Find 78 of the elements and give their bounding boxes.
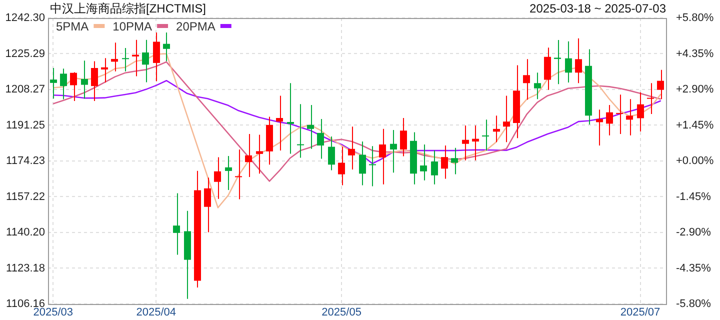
y2-tick-label: +2.90% xyxy=(676,84,714,96)
candlestick xyxy=(606,104,613,136)
candlestick xyxy=(307,104,314,150)
candlestick xyxy=(596,109,603,146)
y-tick-label: 1208.27 xyxy=(5,84,45,96)
candlestick xyxy=(287,82,294,154)
candlestick xyxy=(111,42,118,72)
candlestick xyxy=(297,104,304,158)
candlestick xyxy=(637,92,644,132)
candlestick xyxy=(60,68,67,100)
candlestick xyxy=(348,126,355,170)
x-tick-label: 2025/07 xyxy=(620,306,660,319)
y2-tick-label: +5.80% xyxy=(676,12,714,24)
y-tick-label: 1123.18 xyxy=(6,262,45,274)
candlestick xyxy=(70,72,77,102)
candlestick xyxy=(575,38,582,84)
candlestick xyxy=(276,95,283,152)
candlestick xyxy=(420,144,427,181)
candlestick xyxy=(153,32,160,82)
y-tick-label: 1225.29 xyxy=(5,48,45,60)
y2-tick-label: +4.35% xyxy=(676,48,714,60)
x-tick-label: 2025/04 xyxy=(136,306,176,319)
chart-title: 中汉上海商品综指[ZHCTMIS] xyxy=(50,1,206,16)
candlestick xyxy=(431,150,438,185)
y-tick-label: 1140.20 xyxy=(6,226,45,239)
candlestick xyxy=(523,58,530,100)
y-tick-label: 1174.23 xyxy=(6,155,45,168)
y2-tick-label: -5.80% xyxy=(676,298,712,310)
candlestick xyxy=(317,118,324,160)
candlestick xyxy=(369,146,376,187)
candlestick xyxy=(225,156,232,191)
candlestick xyxy=(554,40,561,85)
candlestick xyxy=(441,145,448,180)
candlestick xyxy=(390,129,397,174)
candlestick xyxy=(472,125,479,161)
candlestick xyxy=(142,39,149,83)
candlestick xyxy=(235,149,242,200)
candlestick xyxy=(493,115,500,143)
candlestick xyxy=(657,69,664,100)
candlestick xyxy=(647,82,654,115)
y2-tick-label: -4.35% xyxy=(676,262,712,274)
candlestick xyxy=(122,48,129,72)
candlestick xyxy=(256,134,263,174)
candlestick xyxy=(101,58,108,83)
candlestick xyxy=(81,60,88,100)
y2-tick-label: +0.00% xyxy=(676,155,714,168)
candlestick xyxy=(503,95,510,143)
candlestick xyxy=(451,147,458,175)
candlestick xyxy=(544,47,551,90)
candlestick xyxy=(626,98,633,136)
legend-label: 5PMA xyxy=(56,19,89,34)
candlestick xyxy=(163,32,170,62)
x-tick-label: 2025/05 xyxy=(322,306,362,319)
text: 2025-03-18 ~ 2025-07-03 xyxy=(530,1,666,16)
candlestick xyxy=(328,136,335,171)
legend-label: 20PMA xyxy=(176,19,216,34)
candlestick xyxy=(359,141,366,186)
y2-tick-label: +1.45% xyxy=(676,119,714,132)
candlestick xyxy=(50,68,57,100)
candlestick xyxy=(616,94,623,134)
candlestick xyxy=(245,133,252,178)
y2-tick-label: -1.45% xyxy=(676,190,712,203)
candlestick xyxy=(379,128,386,185)
candlestick xyxy=(534,72,541,100)
candlestick xyxy=(482,119,489,152)
candlestick xyxy=(400,117,407,157)
candlestick xyxy=(214,156,221,200)
y-tick-label: 1191.25 xyxy=(6,119,45,132)
y2-tick-label: -2.90% xyxy=(676,226,712,239)
candlestick xyxy=(204,177,211,233)
candlestick xyxy=(462,125,469,161)
y-tick-label: 1242.30 xyxy=(5,12,45,24)
candlestick xyxy=(565,40,572,83)
candlestick xyxy=(91,60,98,102)
y-tick-label: 1157.22 xyxy=(6,190,45,203)
legend-label: 10PMA xyxy=(112,19,152,34)
candlestick xyxy=(338,146,345,186)
candlestick xyxy=(173,192,180,256)
